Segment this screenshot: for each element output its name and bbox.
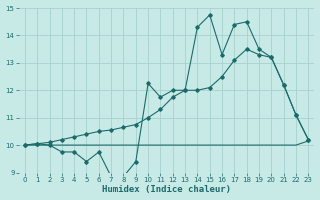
X-axis label: Humidex (Indice chaleur): Humidex (Indice chaleur): [102, 185, 231, 194]
